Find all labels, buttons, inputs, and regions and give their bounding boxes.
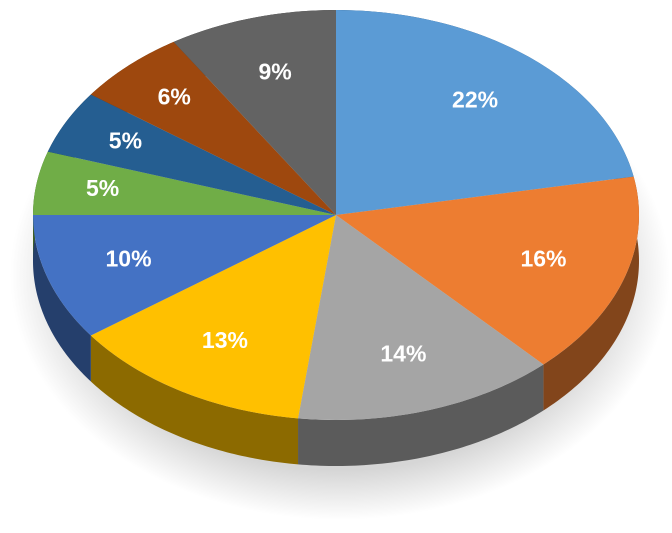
slice [336,10,634,215]
data-label: 14% [380,340,426,366]
slice [33,151,336,215]
slice [298,215,544,421]
slice [47,94,337,215]
slice [90,41,336,215]
slice [173,9,336,215]
slice [90,215,336,419]
data-label: 16% [520,246,566,272]
data-label: 22% [452,86,498,112]
slice-side [298,364,544,466]
data-label: 10% [105,246,151,272]
slice-side [543,176,639,411]
data-label: 9% [259,58,292,84]
data-label: 5% [86,175,119,201]
data-label: 5% [109,127,142,153]
data-label: 6% [158,84,191,110]
data-label: 13% [202,327,248,353]
slice [336,176,640,365]
slice [33,215,336,336]
slice-side [33,215,91,382]
slice-side [90,335,299,465]
